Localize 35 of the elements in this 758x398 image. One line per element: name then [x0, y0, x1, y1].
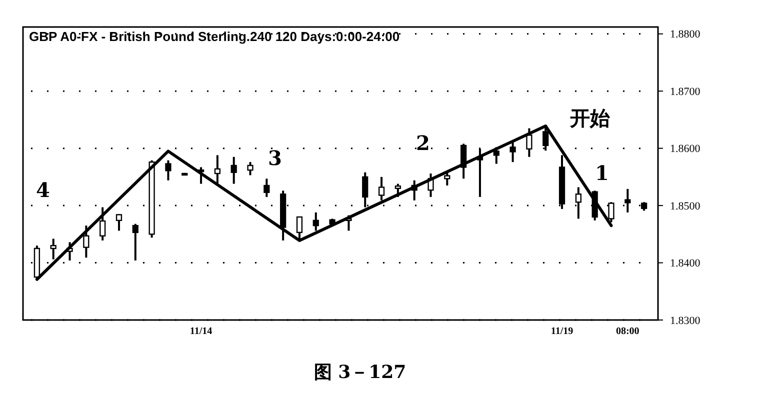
- annotation: 2: [416, 131, 430, 155]
- y-tick-label: 1.8800: [670, 28, 701, 41]
- caption: 图 3－127: [314, 362, 406, 383]
- y-tick-label: 1.8300: [670, 314, 701, 327]
- candlestick: [247, 161, 254, 176]
- candlestick: [394, 182, 401, 198]
- x-tick-label: 11/19: [550, 326, 574, 337]
- x-tick-label: 08:00: [616, 326, 640, 337]
- candlestick: [444, 171, 450, 187]
- candlestick: [100, 206, 106, 242]
- y-tick-label: 1.8400: [670, 258, 701, 270]
- candlestick: [493, 146, 500, 165]
- y-tick-label: 1.8600: [670, 143, 701, 156]
- annotation: 开始: [569, 106, 611, 130]
- candlestick: [378, 176, 385, 202]
- y-tick-label: 1.8700: [670, 86, 701, 98]
- x-tick-label: 11/14: [190, 326, 212, 337]
- annotation: 1: [595, 161, 609, 185]
- candlestick: [116, 213, 122, 232]
- candlestick: [50, 238, 56, 260]
- annotation: 3: [268, 146, 282, 170]
- candlestick: [312, 211, 319, 232]
- candlestick: [165, 159, 172, 182]
- candlestick: [296, 216, 303, 242]
- y-tick-label: 1.8500: [670, 200, 701, 212]
- candlestick: [510, 141, 516, 164]
- candlestick: [214, 154, 220, 185]
- candlestick: [230, 156, 237, 185]
- candlestick: [132, 222, 138, 262]
- annotation: 4: [36, 178, 50, 202]
- candlestick: [83, 224, 90, 259]
- candlestick: [264, 178, 270, 198]
- candlestick: [624, 188, 631, 214]
- candlestick: [526, 127, 532, 158]
- chart-title: GBP A0-FX - British Pound Sterling.240 120 Days:0:00-24:00: [29, 29, 400, 44]
